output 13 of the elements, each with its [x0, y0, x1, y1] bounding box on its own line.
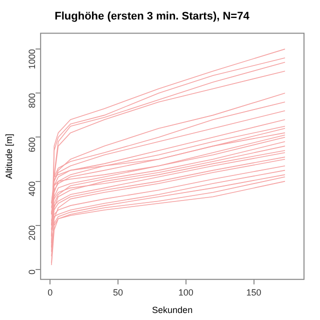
- y-tick-label: 400: [27, 181, 38, 196]
- y-tick-label: 600: [27, 137, 38, 152]
- chart-title: Flughöhe (ersten 3 min. Starts), N=74: [54, 10, 250, 23]
- y-tick-label: 0: [27, 269, 38, 274]
- y-tick-label: 800: [27, 93, 38, 108]
- y-tick-label: 200: [27, 225, 38, 240]
- y-axis-title: Altitude [m]: [4, 134, 14, 179]
- x-tick-label: 0: [48, 287, 53, 298]
- x-axis-title: Sekunden: [152, 305, 193, 316]
- x-tick-label: 100: [178, 287, 194, 298]
- x-tick-label: 150: [246, 287, 262, 298]
- y-tick-label: 1000: [27, 49, 38, 70]
- x-tick-label: 50: [112, 287, 123, 298]
